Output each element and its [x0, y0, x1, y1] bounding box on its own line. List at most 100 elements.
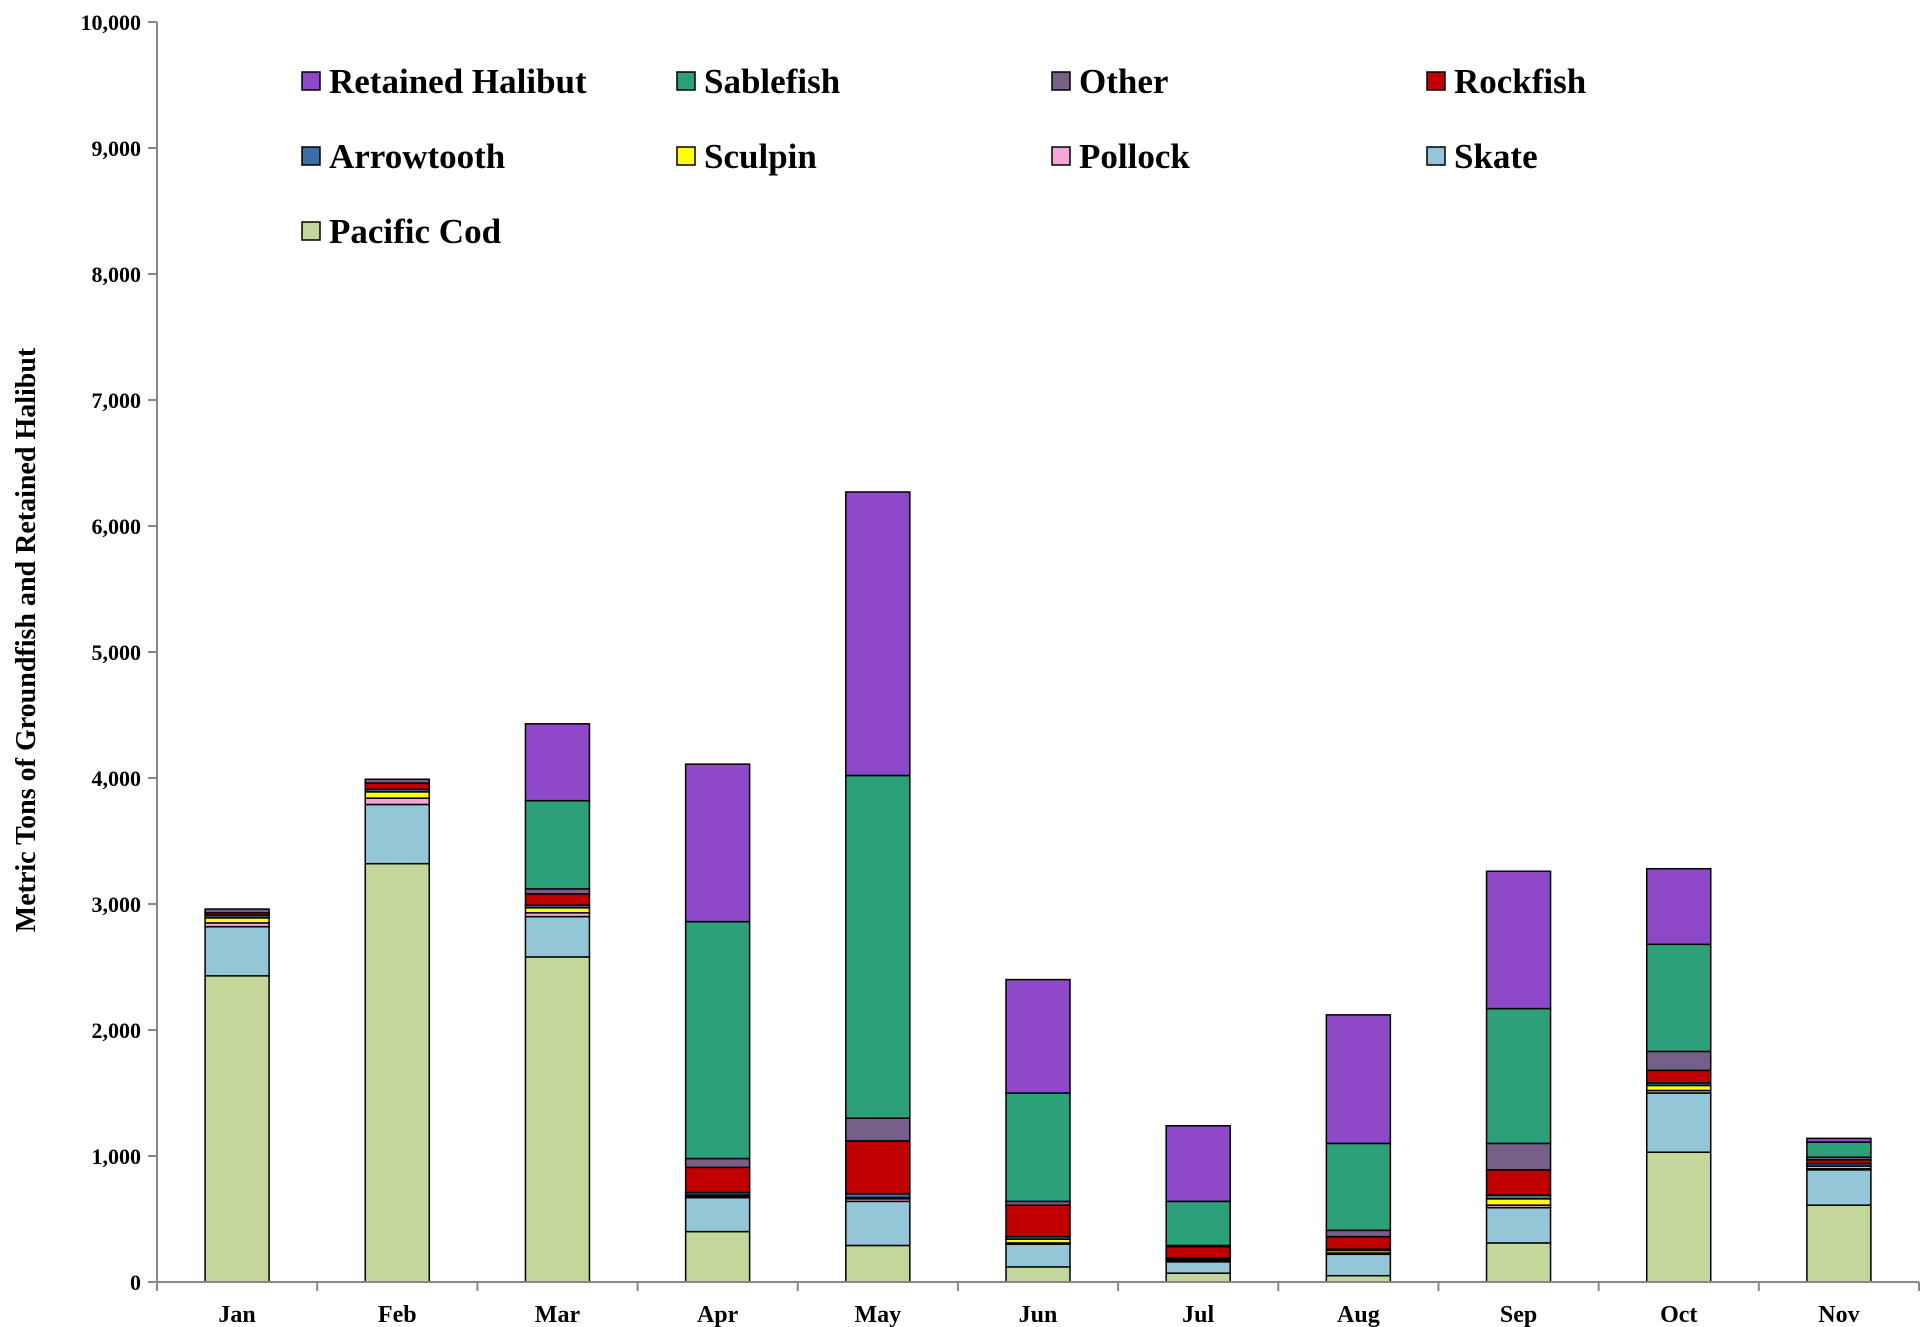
y-tick-label: 7,000: [92, 388, 142, 413]
legend-label-pacific-cod: Pacific Cod: [329, 212, 502, 251]
bar-aug-other: [1325, 1229, 1392, 1238]
bar-oct-skate: [1645, 1092, 1712, 1153]
bar-jul-retained-halibut: [1165, 1125, 1231, 1203]
bar-jun-retained-halibut: [1005, 978, 1071, 1094]
legend-label-sablefish: Sablefish: [704, 62, 840, 101]
bar-sep-retained-halibut: [1485, 870, 1552, 1010]
bar-oct-sablefish: [1645, 943, 1712, 1053]
bar-aug-rockfish: [1325, 1235, 1392, 1250]
legend-swatch-skate: [1426, 146, 1446, 166]
legend-item-pacific-cod: Pacific Cod: [301, 212, 502, 251]
x-tick-label-nov: Nov: [1818, 1302, 1859, 1327]
legend: Retained Halibut Sablefish Other Rockfish Ar…: [301, 62, 1586, 251]
bar-nov-skate: [1806, 1169, 1872, 1206]
bar-may-sablefish: [845, 774, 911, 1119]
x-tick-label-apr: Apr: [697, 1302, 739, 1327]
bar-apr-other: [684, 1157, 751, 1169]
bar-jun-sablefish: [1005, 1092, 1071, 1203]
y-axis-title: Metric Tons of Groundfish and Retained H…: [11, 347, 42, 932]
legend-label-other: Other: [1079, 62, 1168, 101]
bar-feb-pollock: [364, 797, 431, 806]
bar-nov-retained-halibut: [1806, 1137, 1872, 1143]
bar-jul-pacific-cod: [1165, 1272, 1231, 1283]
bar-nov-sablefish: [1806, 1141, 1872, 1159]
bar-mar-rockfish: [524, 893, 591, 907]
bar-may-other: [845, 1117, 911, 1142]
bar-mar-skate: [524, 915, 591, 958]
bar-mar-retained-halibut: [524, 723, 591, 802]
legend-swatch-retained-halibut: [301, 71, 321, 91]
y-tick-label: 9,000: [92, 136, 142, 161]
bar-aug-skate: [1325, 1253, 1392, 1277]
bar-nov-pacific-cod: [1806, 1204, 1872, 1283]
bar-sep-sablefish: [1485, 1007, 1552, 1145]
bar-jul-rockfish: [1165, 1245, 1231, 1259]
bar-jan-sculpin: [204, 917, 270, 924]
y-tick-label: 6,000: [92, 514, 142, 539]
legend-swatch-sculpin: [676, 146, 696, 166]
bar-oct-rockfish: [1645, 1069, 1712, 1084]
bar-jun-pacific-cod: [1005, 1266, 1071, 1283]
y-tick-label: 0: [130, 1270, 141, 1295]
bar-jan-other: [204, 908, 270, 914]
bar-apr-sablefish: [684, 920, 751, 1160]
bar-jul-sablefish: [1165, 1200, 1231, 1247]
legend-item-skate: Skate: [1426, 137, 1538, 176]
bar-mar-sablefish: [524, 799, 591, 890]
legend-swatch-sablefish: [676, 71, 696, 91]
bar-apr-skate: [684, 1196, 751, 1233]
bar-sep-rockfish: [1485, 1169, 1552, 1196]
x-tick-label-jan: Jan: [218, 1302, 255, 1327]
x-tick-label-jun: Jun: [1019, 1302, 1058, 1327]
bar-mar-pacific-cod: [524, 956, 591, 1283]
y-tick-label: 3,000: [92, 892, 142, 917]
legend-item-pollock: Pollock: [1051, 137, 1190, 176]
bar-aug-retained-halibut: [1325, 1014, 1392, 1145]
bar-apr-pacific-cod: [684, 1230, 751, 1283]
y-tick-label: 2,000: [92, 1018, 142, 1043]
bar-sep-sculpin: [1485, 1198, 1552, 1206]
bar-feb-skate: [364, 803, 431, 865]
legend-swatch-rockfish: [1426, 71, 1446, 91]
legend-item-arrowtooth: Arrowtooth: [301, 137, 505, 176]
legend-item-other: Other: [1051, 62, 1168, 101]
bar-oct-pacific-cod: [1645, 1151, 1712, 1283]
bar-jul-skate: [1165, 1261, 1231, 1274]
y-tick-label: 1,000: [92, 1144, 142, 1169]
x-axis: Jan Feb Mar Apr May Jun Jul Aug Sep Oct Nov: [156, 1281, 1920, 1327]
bar-apr-retained-halibut: [684, 763, 751, 923]
bar-feb-pacific-cod: [364, 862, 431, 1283]
plot-area: [204, 491, 1872, 1283]
bar-feb-sculpin: [364, 791, 431, 799]
bar-jun-skate: [1005, 1243, 1071, 1268]
x-tick-label-jul: Jul: [1182, 1302, 1214, 1327]
x-tick-label-aug: Aug: [1337, 1302, 1380, 1327]
x-tick-label-sep: Sep: [1500, 1302, 1537, 1327]
bar-oct-other: [1645, 1050, 1712, 1072]
legend-label-retained-halibut: Retained Halibut: [329, 62, 587, 101]
bar-feb-other: [364, 778, 431, 784]
bar-mar-sculpin: [524, 907, 591, 914]
legend-label-rockfish: Rockfish: [1454, 62, 1586, 101]
x-tick-label-mar: Mar: [535, 1302, 581, 1327]
legend-swatch-pacific-cod: [301, 221, 321, 241]
y-axis: 0 1,000 2,000 3,000 4,000 5,000 6,000 7,000 8,00…: [81, 10, 158, 1295]
bar-sep-pacific-cod: [1485, 1242, 1552, 1283]
legend-item-retained-halibut: Retained Halibut: [301, 62, 587, 101]
bar-may-retained-halibut: [845, 491, 911, 777]
bar-mar-other: [524, 888, 591, 895]
legend-label-sculpin: Sculpin: [704, 137, 817, 176]
legend-swatch-other: [1051, 71, 1071, 91]
bar-oct-sculpin: [1645, 1084, 1712, 1092]
legend-label-skate: Skate: [1454, 137, 1538, 176]
bar-may-pacific-cod: [845, 1244, 911, 1283]
legend-label-pollock: Pollock: [1079, 137, 1190, 176]
bar-oct-retained-halibut: [1645, 867, 1712, 946]
y-tick-label: 4,000: [92, 766, 142, 791]
legend-item-rockfish: Rockfish: [1426, 62, 1586, 101]
x-tick-label-may: May: [854, 1302, 901, 1327]
bar-jan-skate: [204, 925, 270, 977]
bar-may-skate: [845, 1200, 911, 1247]
legend-item-sablefish: Sablefish: [676, 62, 840, 101]
